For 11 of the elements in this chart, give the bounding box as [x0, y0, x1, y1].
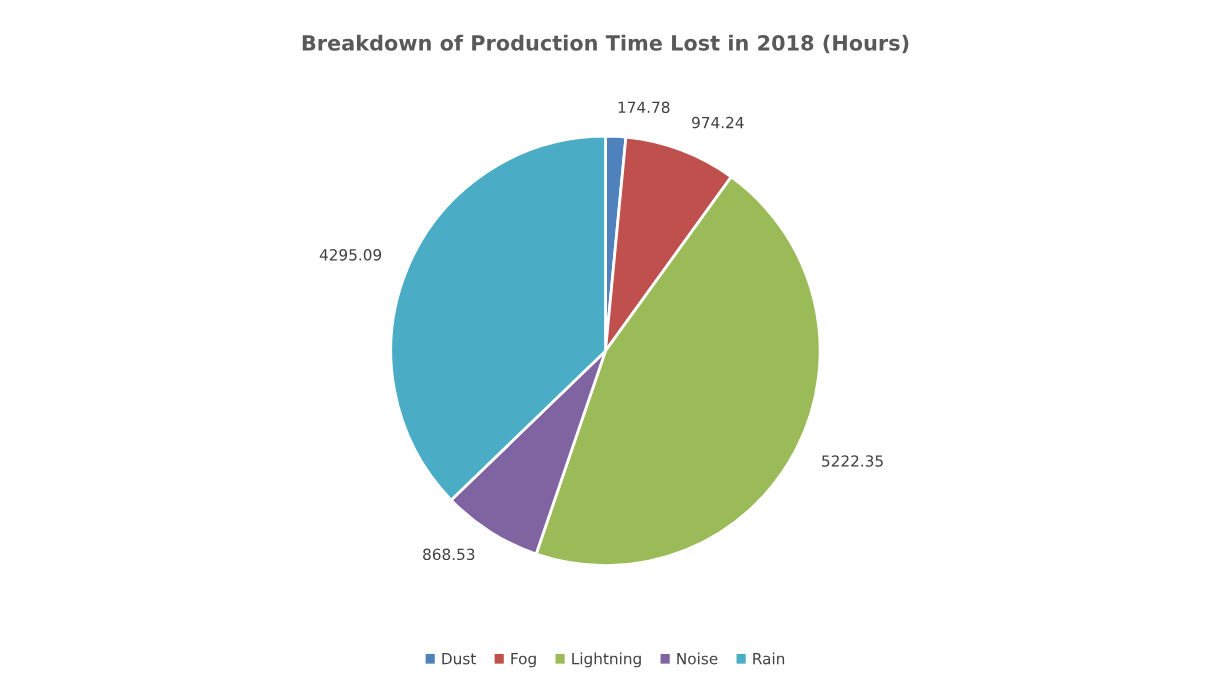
legend-label: Lightning	[572, 652, 641, 668]
data-label: 868.53	[423, 548, 475, 561]
chart-title: Breakdown of Production Time Lost in 2018 (Hours)	[302, 34, 909, 54]
legend-label: Fog	[511, 653, 536, 668]
legend-label: Dust	[442, 653, 476, 665]
data-label: 4295.09	[319, 249, 382, 261]
legend-label: Noise	[677, 652, 718, 665]
data-label: 974.24	[692, 116, 744, 129]
legend-label: Rain	[753, 652, 785, 665]
data-label: 5222.35	[822, 455, 883, 467]
data-label: 174.78	[618, 101, 670, 114]
